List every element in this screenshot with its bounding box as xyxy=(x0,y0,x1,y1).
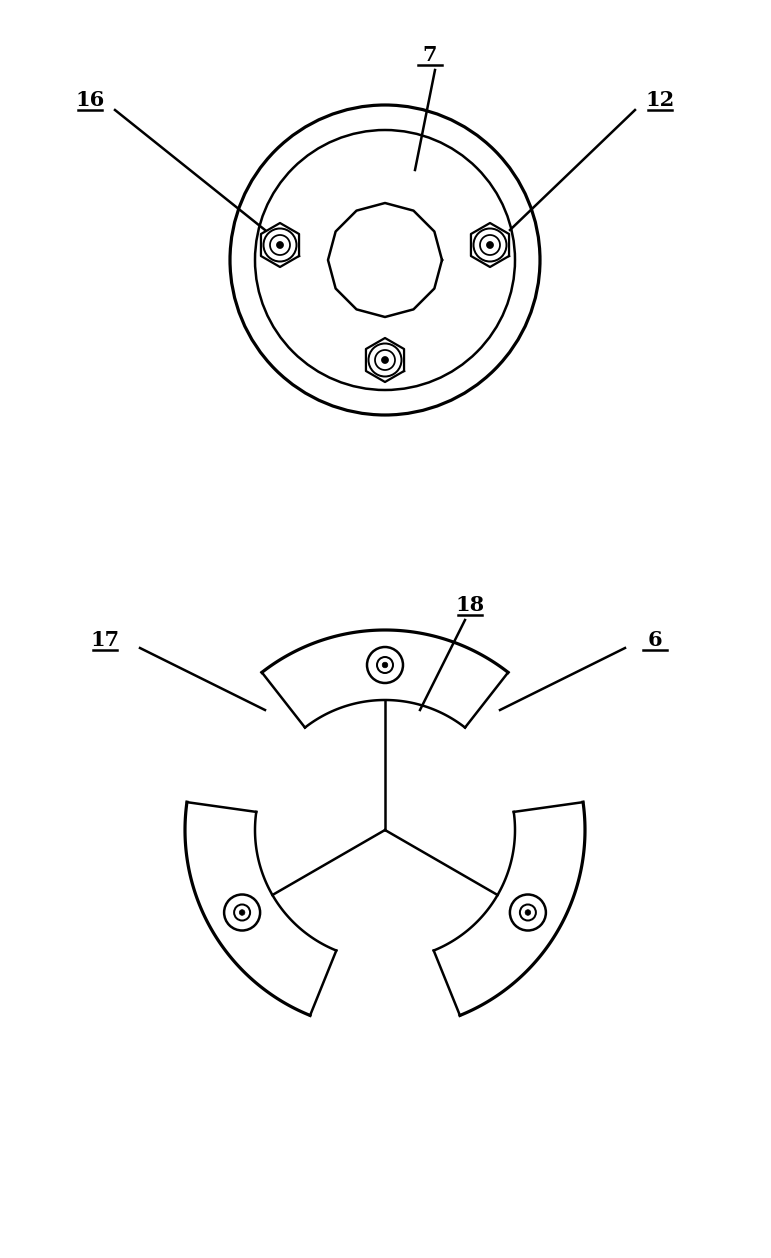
Circle shape xyxy=(369,343,402,376)
Circle shape xyxy=(375,350,395,370)
Text: 7: 7 xyxy=(423,45,437,65)
Circle shape xyxy=(525,910,530,916)
Circle shape xyxy=(234,905,250,921)
Circle shape xyxy=(382,662,388,668)
Circle shape xyxy=(277,242,284,249)
Circle shape xyxy=(367,647,403,683)
Text: 6: 6 xyxy=(648,630,662,650)
Circle shape xyxy=(224,894,260,931)
Circle shape xyxy=(377,657,393,673)
Text: 17: 17 xyxy=(90,630,120,650)
Circle shape xyxy=(264,229,297,262)
Circle shape xyxy=(473,229,507,262)
Circle shape xyxy=(480,235,500,255)
Circle shape xyxy=(510,894,546,931)
Circle shape xyxy=(382,356,389,364)
Text: 18: 18 xyxy=(456,595,484,615)
Circle shape xyxy=(239,910,245,916)
Text: 12: 12 xyxy=(645,91,675,109)
Text: 16: 16 xyxy=(76,91,105,109)
Circle shape xyxy=(487,242,493,249)
Circle shape xyxy=(520,905,536,921)
Circle shape xyxy=(270,235,290,255)
